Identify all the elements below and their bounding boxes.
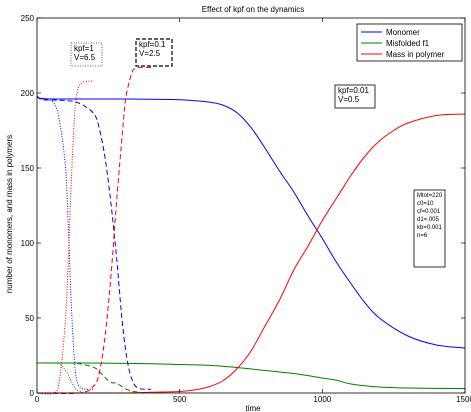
annotation-text: V=2.5 [139,49,161,58]
annotation-box-params [413,189,446,268]
annotation-text: n=6 [417,233,428,239]
y-tick-label: 150 [21,164,35,173]
series-line-1 [36,362,466,389]
annotation-text: V=0.5 [338,95,360,104]
y-tick-label: 100 [21,239,35,248]
annotation-text: kb=0.001 [417,225,443,231]
annotation-text: kpf=0.1 [139,40,166,49]
annotation-text: Mtot=220 [417,193,443,199]
x-tick-label: 1000 [313,395,331,404]
y-axis-label: number of monomers, and mass in polymers [5,135,14,293]
annotation-box-kpf01 [135,38,173,67]
plot-frame [36,17,466,394]
series-line-3 [36,95,152,390]
series-line-7 [36,362,83,393]
series-line-8 [36,80,95,395]
chart-title: Effect of kpf on the dynamics [202,5,305,14]
x-tick-label: 0 [35,395,40,404]
legend: Monomer Misfolded f1 Mass in polymer [356,23,463,62]
y-tick-label: 250 [21,14,35,23]
y-tick-label: 0 [30,389,35,398]
annotation-box-kpf1 [70,42,103,67]
annotation-text: c0=10 [417,201,434,207]
series-layer [36,66,466,395]
y-tick-label: 200 [21,89,35,98]
annotation-text: cf=0.001 [417,209,441,215]
annotation-text: V=6.5 [74,53,96,62]
annotation-text: kpf=0.01 [338,86,369,95]
annotation-text: kpf=1 [74,44,94,53]
legend-label: Misfolded f1 [386,39,430,48]
series-line-2 [36,113,466,394]
legend-label: Mass in polymer [386,50,445,59]
legend-label: Monomer [386,28,420,37]
x-axis-label: time [245,404,261,412]
y-tick-label: 50 [25,314,34,323]
series-line-0 [36,95,466,349]
annotation-text: d1=.005 [417,217,440,223]
series-line-6 [36,97,95,390]
annotation-layer: kpf=1V=6.5 kpf=0.1V=2.5 kpf=0.01V=0.5 Mtot=… [70,38,446,268]
series-line-4 [36,362,140,393]
x-tick-label: 500 [173,395,187,404]
annotation-box-kpf001 [334,84,376,109]
series-line-5 [36,66,152,395]
